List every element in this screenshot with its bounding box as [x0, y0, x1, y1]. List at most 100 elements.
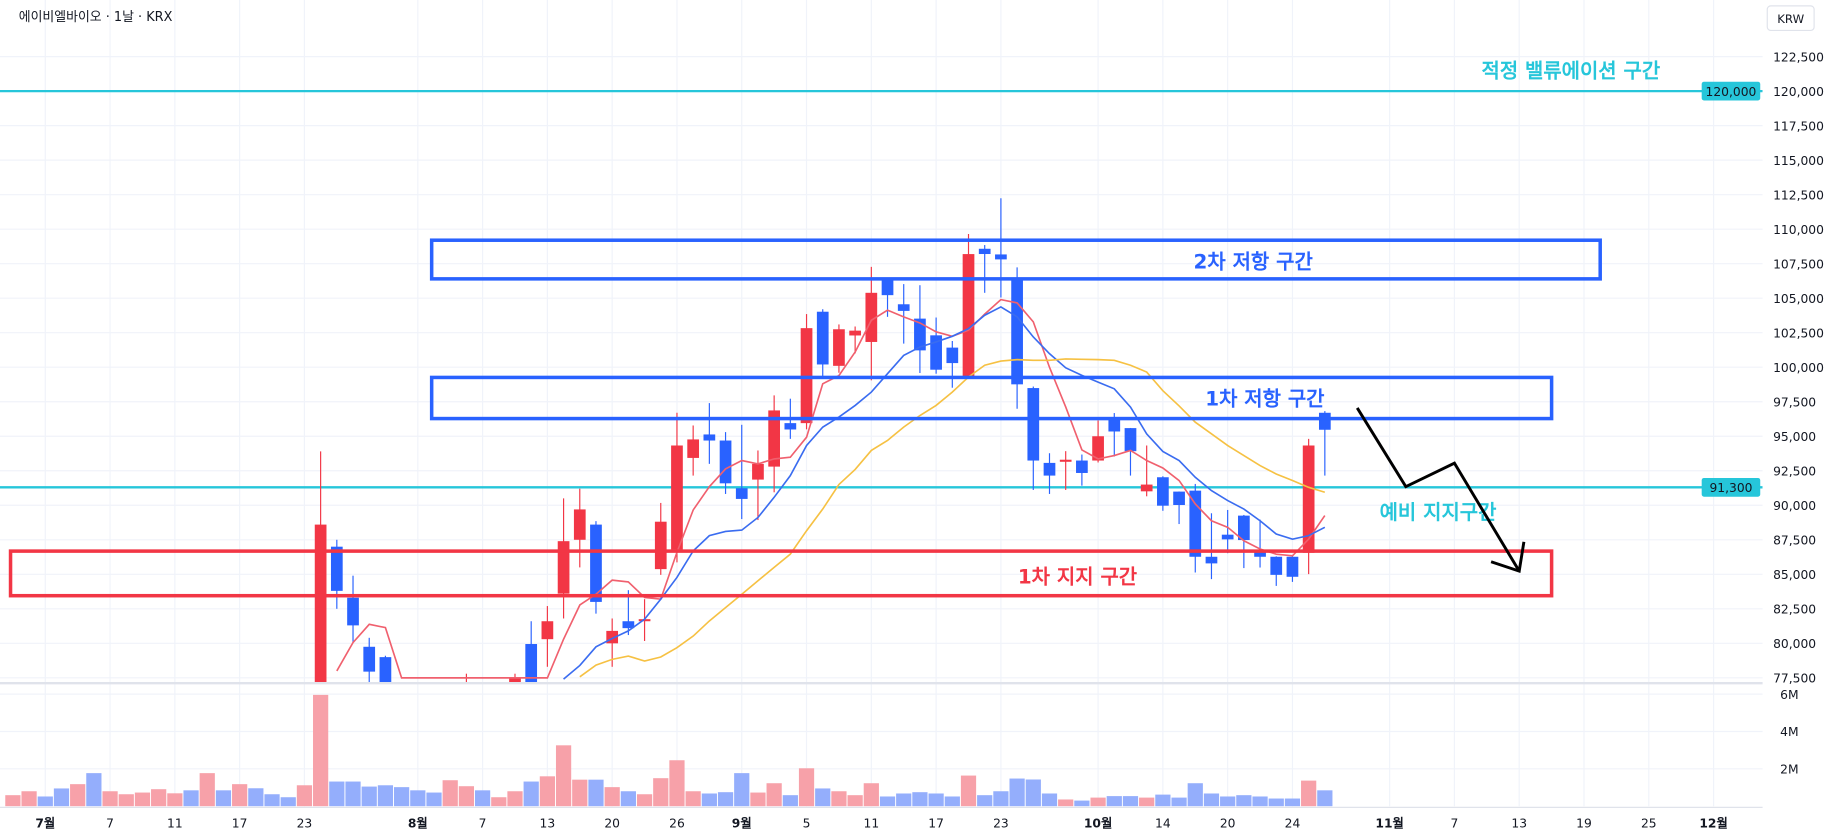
candle-body	[849, 330, 861, 336]
price-axis[interactable]: 122,500 120,000 117,500 115,000 112,500 110,0…	[1773, 50, 1824, 685]
volume-bar	[442, 780, 458, 807]
chart-title: 에이비엘바이오 · 1날 · KRX	[19, 10, 173, 25]
time-axis-label: 8월	[408, 815, 428, 830]
currency-button[interactable]: KRW	[1766, 5, 1815, 32]
time-axis-label: 20	[604, 816, 620, 830]
time-axis-label: 17	[232, 816, 248, 830]
volume-bar	[426, 792, 442, 807]
time-axis[interactable]: 7월 7 11 17 23 8월 7 13 20 26 9월 5 11 17 23 10월 14 20 24 11월 7…	[35, 815, 1727, 830]
price-tick-label: 115,000	[1773, 154, 1824, 168]
volume-bar	[523, 781, 539, 807]
volume-bar	[5, 795, 21, 807]
volume-bar	[993, 791, 1009, 807]
volume-bar	[280, 797, 296, 807]
volume-bar	[766, 783, 782, 807]
time-axis-label: 14	[1155, 816, 1171, 830]
candle-body	[865, 292, 878, 342]
volume-bar	[1187, 783, 1203, 807]
time-axis-label: 20	[1220, 816, 1236, 830]
price-tick-label: 95,000	[1773, 430, 1816, 444]
price-tick-label: 77,500	[1773, 672, 1816, 686]
volume-bar	[717, 792, 734, 807]
price-tick-label: 97,500	[1773, 395, 1816, 409]
volume-bar	[1284, 798, 1301, 807]
candle-body	[719, 440, 732, 484]
ma20-line	[579, 358, 1326, 678]
volume-bar	[701, 793, 717, 807]
volume-bar	[410, 790, 426, 807]
time-axis-label: 11월	[1375, 815, 1403, 830]
price-tick-label: 92,500	[1773, 464, 1816, 478]
time-axis-label: 23	[297, 816, 313, 830]
volume-bar	[329, 781, 345, 807]
candle-body	[1318, 412, 1331, 430]
volume-bar	[879, 796, 896, 807]
volume-tick-label: 6M	[1780, 688, 1798, 702]
price-highlight-badges: 120,000 91,300	[1701, 81, 1761, 497]
volume-bar	[815, 788, 831, 807]
support-zone-box	[8, 549, 1554, 598]
candle-body	[654, 521, 667, 570]
time-axis-label: 7	[106, 816, 114, 830]
volume-bar	[21, 791, 37, 807]
volume-bar	[1041, 793, 1058, 807]
volume-bar	[183, 790, 199, 807]
volume-bar	[847, 795, 863, 807]
time-axis-label: 19	[1576, 816, 1592, 830]
candle-body	[784, 423, 797, 430]
volume-bar	[86, 773, 102, 807]
resistance-zone-label: 2차 저항 구간	[1194, 250, 1313, 273]
volume-bar	[296, 785, 313, 807]
candle-body	[1092, 436, 1104, 461]
volume-bar	[1074, 800, 1090, 807]
candle-body	[573, 509, 586, 540]
candle-body	[978, 248, 991, 255]
volume-bar	[831, 791, 847, 807]
price-highlight-label: 91,300	[1709, 481, 1752, 495]
candle-body	[347, 597, 359, 626]
price-highlight-badge	[1701, 477, 1761, 497]
zones: 2차 저항 구간 1차 저항 구간 1차 지지 구간	[8, 238, 1602, 598]
volume-bar	[37, 796, 53, 807]
volume-bar	[1009, 778, 1025, 807]
level-label: 예비 지지구간	[1380, 501, 1497, 524]
volume-bar	[199, 773, 215, 807]
candle-body	[1189, 490, 1202, 557]
candle-body	[606, 630, 619, 644]
price-tick-label: 102,500	[1773, 326, 1824, 340]
volume-bar	[345, 781, 361, 807]
support-zone-label: 1차 지지 구간	[1018, 566, 1137, 589]
price-tick-label: 105,000	[1773, 292, 1824, 306]
volume-bar	[944, 796, 960, 807]
price-tick-label: 100,000	[1773, 361, 1824, 375]
candle-body	[800, 328, 813, 424]
candle-body	[1027, 388, 1040, 461]
price-tick-label: 112,500	[1773, 188, 1824, 202]
moving-averages	[336, 298, 1326, 680]
volume-bar	[977, 795, 993, 807]
candle-body	[1238, 515, 1250, 541]
volume-bar	[151, 789, 167, 807]
volume-bar	[896, 793, 912, 807]
candle-body	[1205, 556, 1218, 564]
candle-body	[1270, 556, 1283, 575]
volume-bar	[1025, 779, 1041, 807]
volume-bar	[620, 791, 636, 807]
candle-body	[914, 318, 926, 351]
volume-bar	[1090, 797, 1106, 807]
candle-body	[1254, 550, 1266, 557]
volume-bar	[798, 768, 815, 807]
price-highlight-badge	[1701, 81, 1761, 101]
price-tick-label: 85,000	[1773, 568, 1816, 582]
candle-body	[1059, 459, 1072, 462]
volume-bar	[1122, 796, 1139, 807]
time-axis-label: 24	[1285, 816, 1301, 830]
volume-bar	[458, 786, 475, 807]
candle-body	[1157, 477, 1169, 506]
price-tick-label: 117,500	[1773, 119, 1824, 133]
volume-bar	[53, 788, 70, 807]
volume-bar	[685, 791, 701, 807]
volume-bar	[167, 793, 183, 807]
